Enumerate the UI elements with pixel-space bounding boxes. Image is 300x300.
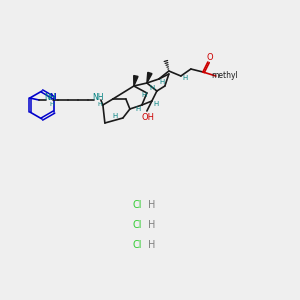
Text: methyl: methyl (212, 71, 238, 80)
Text: NH: NH (92, 94, 103, 103)
Text: H: H (112, 113, 118, 119)
Text: NH: NH (44, 94, 56, 103)
Text: OH: OH (141, 112, 154, 122)
Text: H: H (159, 79, 164, 85)
Text: Cl: Cl (132, 240, 142, 250)
Text: H: H (135, 106, 140, 112)
Text: H: H (182, 75, 188, 81)
Polygon shape (147, 72, 152, 83)
Text: H: H (148, 220, 156, 230)
Text: N: N (49, 94, 56, 103)
Text: Cl: Cl (132, 200, 142, 210)
Text: H: H (148, 240, 156, 250)
Text: H: H (153, 101, 158, 107)
Text: H: H (141, 92, 146, 98)
Text: O: O (207, 53, 213, 62)
Text: H: H (50, 101, 54, 106)
Text: H: H (148, 200, 156, 210)
Polygon shape (134, 76, 138, 86)
Text: H: H (149, 85, 154, 91)
Text: H: H (98, 101, 102, 106)
Text: Cl: Cl (132, 220, 142, 230)
